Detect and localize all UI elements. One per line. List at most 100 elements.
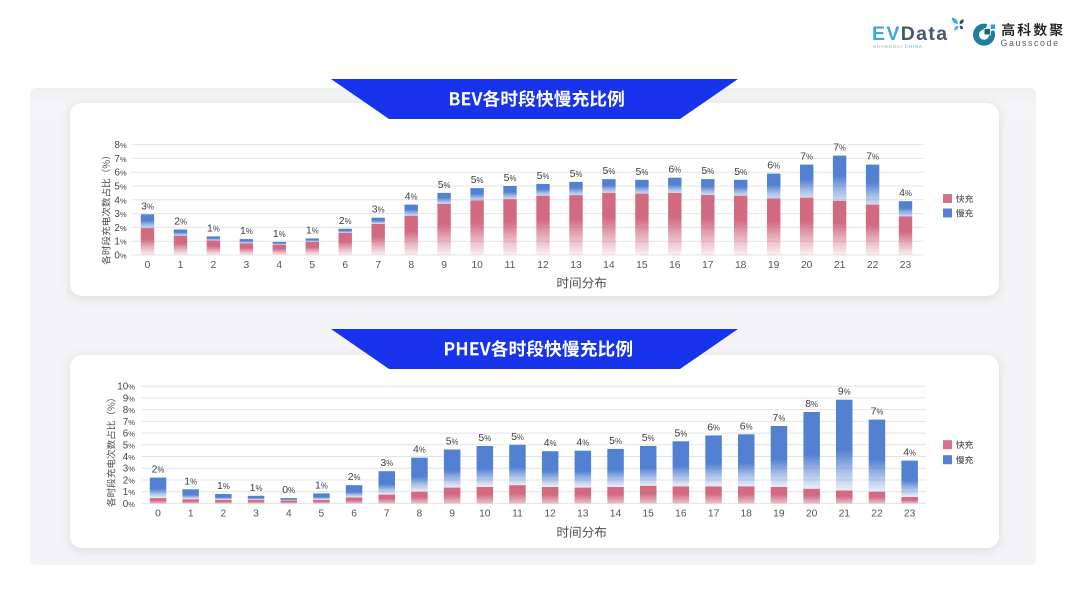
svg-text:8: 8	[408, 260, 414, 271]
svg-text:2%: 2%	[174, 216, 187, 228]
svg-text:3%: 3%	[114, 209, 127, 220]
svg-text:20: 20	[801, 260, 813, 271]
svg-text:12: 12	[537, 260, 549, 271]
svg-text:18: 18	[735, 260, 747, 271]
svg-text:9%: 9%	[838, 386, 851, 398]
svg-text:19: 19	[768, 260, 780, 271]
svg-text:6: 6	[342, 260, 348, 271]
svg-text:3%: 3%	[372, 204, 385, 216]
svg-text:0: 0	[145, 260, 151, 271]
svg-text:8%: 8%	[114, 140, 127, 151]
svg-text:7%: 7%	[123, 417, 136, 428]
svg-text:16: 16	[675, 509, 687, 520]
svg-text:6%: 6%	[123, 429, 136, 440]
svg-text:8%: 8%	[123, 405, 136, 416]
svg-text:3: 3	[253, 509, 259, 520]
svg-text:5%: 5%	[675, 427, 688, 439]
svg-text:4%: 4%	[413, 444, 426, 456]
svg-text:21: 21	[834, 260, 846, 271]
svg-text:15: 15	[642, 509, 654, 520]
svg-text:6%: 6%	[767, 160, 780, 172]
svg-text:5%: 5%	[446, 436, 459, 448]
svg-text:4: 4	[286, 509, 292, 520]
svg-text:1%: 1%	[114, 237, 127, 248]
svg-text:5%: 5%	[471, 174, 484, 186]
svg-text:1%: 1%	[217, 480, 230, 492]
svg-text:4%: 4%	[114, 195, 127, 206]
svg-text:2%: 2%	[339, 215, 352, 227]
svg-text:19: 19	[773, 509, 785, 520]
svg-text:4: 4	[276, 260, 282, 271]
svg-text:16: 16	[669, 260, 681, 271]
svg-text:17: 17	[708, 509, 720, 520]
svg-text:0%: 0%	[123, 499, 136, 510]
svg-text:22: 22	[871, 509, 883, 520]
svg-text:0: 0	[155, 509, 161, 520]
svg-text:10: 10	[471, 260, 483, 271]
svg-text:7%: 7%	[866, 151, 879, 163]
svg-text:7%: 7%	[833, 142, 846, 154]
svg-text:14: 14	[603, 260, 615, 271]
svg-text:4%: 4%	[405, 191, 418, 203]
svg-text:2: 2	[221, 509, 227, 520]
svg-text:1%: 1%	[184, 475, 197, 487]
svg-text:1%: 1%	[273, 228, 286, 240]
svg-text:5: 5	[319, 509, 325, 520]
svg-text:11: 11	[505, 260, 516, 271]
svg-text:15: 15	[636, 260, 648, 271]
svg-text:5%: 5%	[609, 435, 622, 447]
svg-text:3%: 3%	[123, 464, 136, 475]
svg-text:5%: 5%	[504, 172, 517, 184]
svg-text:20: 20	[806, 509, 818, 520]
svg-text:23: 23	[904, 509, 916, 520]
svg-text:7%: 7%	[800, 151, 813, 163]
svg-text:7%: 7%	[114, 154, 127, 165]
svg-text:6%: 6%	[668, 164, 681, 176]
svg-text:5%: 5%	[570, 168, 583, 180]
svg-text:1: 1	[188, 509, 194, 520]
svg-text:23: 23	[900, 260, 912, 271]
svg-text:11: 11	[512, 509, 523, 520]
svg-text:7%: 7%	[773, 412, 786, 424]
svg-text:5%: 5%	[701, 165, 714, 177]
svg-text:8%: 8%	[805, 398, 818, 410]
svg-text:2%: 2%	[348, 471, 361, 483]
svg-text:1%: 1%	[240, 225, 253, 237]
svg-text:5%: 5%	[734, 166, 747, 178]
svg-text:1%: 1%	[207, 222, 220, 234]
svg-text:0%: 0%	[114, 251, 127, 262]
svg-text:21: 21	[839, 509, 851, 520]
svg-text:4%: 4%	[576, 437, 589, 449]
svg-text:5: 5	[309, 260, 315, 271]
svg-text:1%: 1%	[250, 482, 263, 494]
svg-text:5%: 5%	[642, 432, 655, 444]
svg-text:6%: 6%	[740, 420, 753, 432]
svg-text:5%: 5%	[636, 166, 649, 178]
svg-text:4%: 4%	[544, 437, 557, 449]
svg-text:9: 9	[449, 509, 455, 520]
svg-text:14: 14	[610, 509, 622, 520]
svg-text:5%: 5%	[603, 165, 616, 177]
svg-text:6: 6	[351, 509, 357, 520]
svg-text:1%: 1%	[306, 224, 319, 236]
svg-text:6%: 6%	[114, 168, 127, 179]
svg-text:9: 9	[441, 260, 447, 271]
svg-text:5%: 5%	[478, 432, 491, 444]
svg-text:4%: 4%	[903, 447, 916, 459]
svg-text:5%: 5%	[537, 170, 550, 182]
svg-text:10: 10	[479, 509, 491, 520]
svg-text:17: 17	[702, 260, 714, 271]
svg-text:5%: 5%	[438, 179, 451, 191]
svg-text:5%: 5%	[511, 431, 524, 443]
svg-text:1%: 1%	[123, 487, 136, 498]
svg-text:2%: 2%	[152, 464, 165, 476]
svg-text:1%: 1%	[315, 479, 328, 491]
svg-text:9%: 9%	[123, 393, 136, 404]
svg-text:2%: 2%	[114, 223, 127, 234]
svg-text:10%: 10%	[117, 382, 135, 393]
svg-text:2: 2	[211, 260, 217, 271]
svg-text:5%: 5%	[123, 440, 136, 451]
svg-text:3: 3	[244, 260, 250, 271]
svg-text:18: 18	[740, 509, 752, 520]
svg-text:4%: 4%	[899, 187, 912, 199]
